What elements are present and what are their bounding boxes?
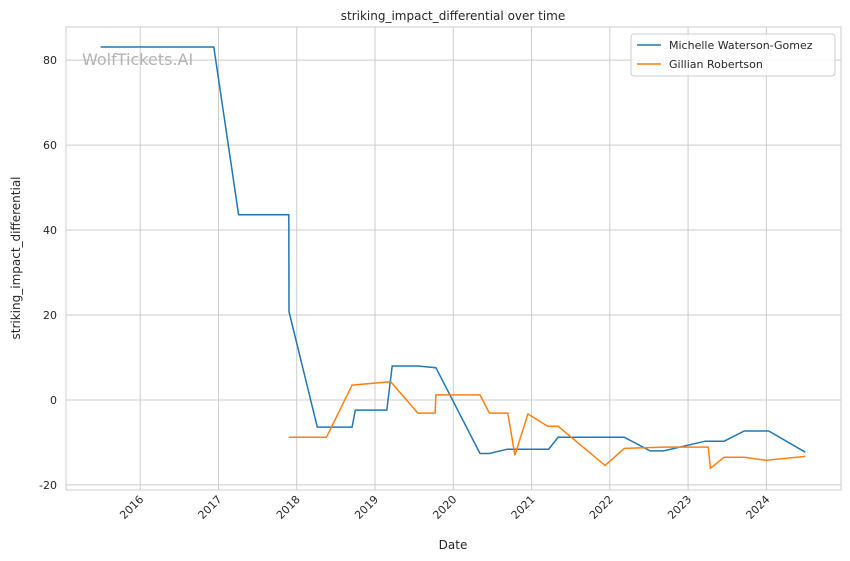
- series-line-1: [288, 380, 806, 470]
- y-tick-label: 40: [43, 224, 57, 237]
- plot-frame: [65, 26, 842, 491]
- x-tick-label: 2024: [743, 493, 772, 522]
- x-tick-label: 2016: [117, 493, 146, 522]
- watermark: WolfTickets.AI: [82, 50, 193, 69]
- x-tick-label: 2022: [587, 493, 616, 522]
- x-tick-label: 2019: [352, 493, 381, 522]
- x-tick-label: 2018: [274, 493, 303, 522]
- legend: Michelle Waterson-Gomez Gillian Robertso…: [630, 33, 836, 77]
- series-line-0: [100, 46, 806, 455]
- legend-label-1: Gillian Robertson: [669, 58, 763, 71]
- x-tick-label: 2021: [509, 493, 538, 522]
- y-tick-label: 0: [50, 394, 57, 407]
- gridlines: [66, 27, 841, 490]
- x-tick-label: 2020: [430, 493, 459, 522]
- y-axis-label: striking_impact_differential: [9, 176, 23, 339]
- x-tick-label: 2023: [665, 493, 694, 522]
- y-tick-label: -20: [39, 479, 57, 492]
- x-tick-label: 2017: [196, 493, 225, 522]
- chart-title: striking_impact_differential over time: [341, 9, 566, 23]
- y-tick-label: 80: [43, 54, 57, 67]
- x-axis-label: Date: [439, 538, 468, 552]
- legend-label-0: Michelle Waterson-Gomez: [669, 39, 813, 52]
- y-tick-label: 60: [43, 139, 57, 152]
- y-tick-label: 20: [43, 309, 57, 322]
